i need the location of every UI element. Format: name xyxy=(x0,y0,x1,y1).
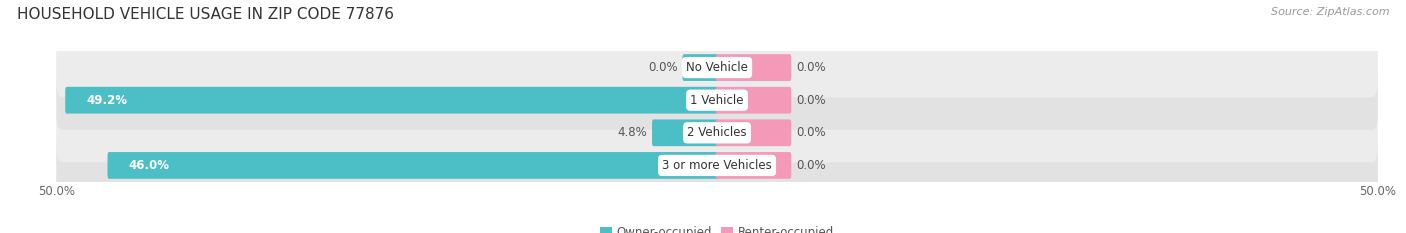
FancyBboxPatch shape xyxy=(716,120,792,146)
FancyBboxPatch shape xyxy=(107,152,718,179)
FancyBboxPatch shape xyxy=(716,87,792,113)
Text: 1 Vehicle: 1 Vehicle xyxy=(690,94,744,107)
FancyBboxPatch shape xyxy=(56,103,1378,162)
Text: 0.0%: 0.0% xyxy=(796,61,825,74)
FancyBboxPatch shape xyxy=(716,152,792,179)
Text: Source: ZipAtlas.com: Source: ZipAtlas.com xyxy=(1271,7,1389,17)
Text: 0.0%: 0.0% xyxy=(796,94,825,107)
Text: 0.0%: 0.0% xyxy=(648,61,678,74)
Legend: Owner-occupied, Renter-occupied: Owner-occupied, Renter-occupied xyxy=(595,221,839,233)
Text: No Vehicle: No Vehicle xyxy=(686,61,748,74)
FancyBboxPatch shape xyxy=(65,87,718,113)
Text: HOUSEHOLD VEHICLE USAGE IN ZIP CODE 77876: HOUSEHOLD VEHICLE USAGE IN ZIP CODE 7787… xyxy=(17,7,394,22)
Text: 46.0%: 46.0% xyxy=(129,159,170,172)
Text: 2 Vehicles: 2 Vehicles xyxy=(688,126,747,139)
Text: 0.0%: 0.0% xyxy=(796,126,825,139)
Text: 0.0%: 0.0% xyxy=(796,159,825,172)
FancyBboxPatch shape xyxy=(682,54,718,81)
Text: 3 or more Vehicles: 3 or more Vehicles xyxy=(662,159,772,172)
Text: 49.2%: 49.2% xyxy=(87,94,128,107)
FancyBboxPatch shape xyxy=(56,38,1378,97)
Text: 4.8%: 4.8% xyxy=(617,126,647,139)
FancyBboxPatch shape xyxy=(56,71,1378,130)
FancyBboxPatch shape xyxy=(56,136,1378,195)
FancyBboxPatch shape xyxy=(716,54,792,81)
FancyBboxPatch shape xyxy=(652,120,718,146)
